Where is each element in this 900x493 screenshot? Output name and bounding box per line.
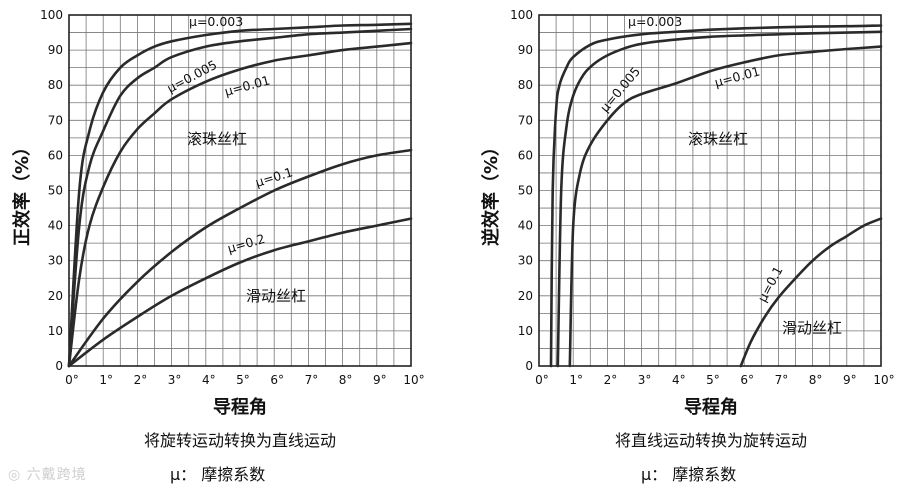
x-tick-label: 0° xyxy=(535,373,549,387)
x-tick-label: 5° xyxy=(706,373,720,387)
x-tick-label: 8° xyxy=(339,373,353,387)
y-tick-label: 30 xyxy=(48,254,63,268)
series-label-mu-0003: μ=0.003 xyxy=(189,14,243,29)
chart-caption: 将旋转运动转换为直线运动 xyxy=(144,431,336,450)
y-tick-label: 60 xyxy=(48,148,63,162)
x-tick-label: 9° xyxy=(373,373,387,387)
region-label-sliding-screw: 滑动丝杠 xyxy=(782,319,842,337)
series-line xyxy=(568,45,883,368)
x-tick-label: 3° xyxy=(168,373,182,387)
region-label-ball-screw: 滚珠丝杠 xyxy=(688,130,748,148)
y-tick-label: 30 xyxy=(518,254,533,268)
y-tick-label: 0 xyxy=(525,359,533,373)
series-label-mu-02: μ=0.2 xyxy=(226,231,267,256)
x-tick-label: 4° xyxy=(672,373,686,387)
x-tick-label: 5° xyxy=(236,373,250,387)
chart-reverse-efficiency: 0° 1° 2° 3° 4° 5° 6° 7° 8° 9° 10° 0 10 20 30 40 50 60 70 80… xyxy=(480,8,895,484)
series-line xyxy=(67,148,413,368)
x-tick-label: 1° xyxy=(569,373,583,387)
x-axis-label: 导程角 xyxy=(684,396,738,418)
x-tick-label: 2° xyxy=(604,373,618,387)
x-tick-label: 8° xyxy=(809,373,823,387)
series-label-mu-0005: μ=0.005 xyxy=(164,57,219,96)
series-line xyxy=(556,30,883,368)
y-axis-label: 逆效率（%） xyxy=(480,138,502,246)
chart-caption: 将直线运动转换为旋转运动 xyxy=(615,431,807,450)
plot-frame xyxy=(68,14,412,367)
y-tick-label: 50 xyxy=(518,184,533,198)
y-tick-label: 20 xyxy=(518,289,533,303)
series-label-mu-001: μ=0.01 xyxy=(223,72,272,98)
x-axis-label: 导程角 xyxy=(213,396,267,418)
y-tick-label: 40 xyxy=(48,219,63,233)
series-label-mu-0003: μ=0.003 xyxy=(628,14,682,29)
x-tick-label: 10° xyxy=(873,373,894,387)
series-line xyxy=(739,217,883,368)
y-tick-label: 20 xyxy=(48,289,63,303)
series-label-mu-01: μ=0.1 xyxy=(754,264,785,305)
x-tick-label: 3° xyxy=(638,373,652,387)
y-tick-label: 90 xyxy=(518,43,533,57)
series-line xyxy=(549,24,883,368)
y-axis-label: 正效率（%） xyxy=(11,138,33,246)
x-tick-label: 7° xyxy=(305,373,319,387)
x-tick-label: 6° xyxy=(740,373,754,387)
plot-frame xyxy=(538,14,882,367)
x-tick-label: 6° xyxy=(270,373,284,387)
x-tick-label: 1° xyxy=(99,373,113,387)
y-tick-label: 80 xyxy=(518,78,533,92)
x-tick-label: 4° xyxy=(202,373,216,387)
y-tick-label: 40 xyxy=(518,219,533,233)
x-tick-label: 7° xyxy=(775,373,789,387)
y-tick-label: 80 xyxy=(48,78,63,92)
y-tick-label: 50 xyxy=(48,184,63,198)
y-tick-label: 100 xyxy=(510,8,533,22)
y-tick-label: 70 xyxy=(48,113,63,127)
y-tick-label: 90 xyxy=(48,43,63,57)
region-label-sliding-screw: 滑动丝杠 xyxy=(246,287,306,305)
y-tick-label: 100 xyxy=(40,8,63,22)
friction-note: μ： 摩擦系数 xyxy=(170,465,265,484)
series-line xyxy=(67,22,413,368)
y-tick-label: 70 xyxy=(518,113,533,127)
series-line xyxy=(67,41,413,368)
friction-note: μ： 摩擦系数 xyxy=(641,465,736,484)
x-tick-label: 2° xyxy=(134,373,148,387)
x-tick-label: 9° xyxy=(843,373,857,387)
watermark-text: 六戴跨境 xyxy=(26,467,87,483)
x-tick-label: 0° xyxy=(65,373,79,387)
watermark-logo: ◎ 六戴跨境 xyxy=(8,467,87,483)
y-tick-label: 10 xyxy=(518,324,533,338)
series-line xyxy=(67,217,413,368)
y-tick-label: 10 xyxy=(48,324,63,338)
series-line xyxy=(67,27,413,368)
y-tick-label: 60 xyxy=(518,148,533,162)
y-tick-label: 0 xyxy=(55,359,63,373)
chart-forward-efficiency: 0° 1° 2° 3° 4° 5° 6° 7° 8° 9° 10° 0 10 20 30 40 50 60 70 80… xyxy=(11,8,425,484)
x-tick-label: 10° xyxy=(403,373,424,387)
region-label-ball-screw: 滚珠丝杠 xyxy=(187,130,247,148)
